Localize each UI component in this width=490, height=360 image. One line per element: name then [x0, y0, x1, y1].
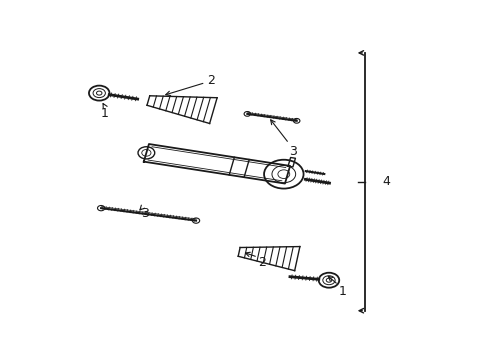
Circle shape [97, 91, 102, 95]
Text: 4: 4 [382, 175, 390, 188]
Circle shape [326, 278, 332, 282]
Text: 3: 3 [141, 207, 149, 220]
Text: 1: 1 [101, 107, 109, 120]
Text: 2: 2 [207, 74, 215, 87]
Text: 2: 2 [259, 256, 267, 269]
Text: 3: 3 [289, 145, 297, 158]
Text: 1: 1 [338, 285, 346, 298]
